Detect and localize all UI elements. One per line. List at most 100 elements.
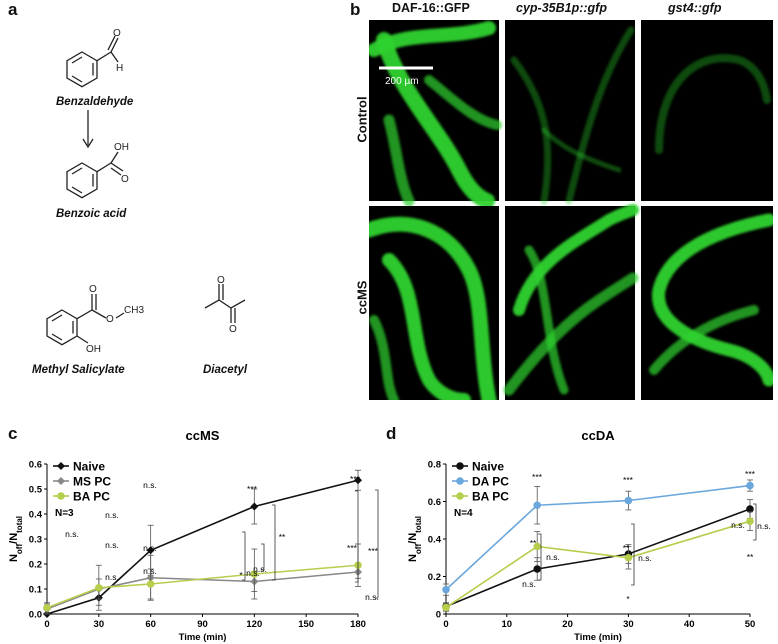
legend-marker xyxy=(57,477,65,485)
x-tick-label: 180 xyxy=(350,619,366,630)
data-point xyxy=(533,565,541,573)
series-ba-pc xyxy=(442,511,754,612)
series-line xyxy=(445,520,751,609)
atom-o-6: O xyxy=(229,324,237,335)
micrograph-ccms-gst4 xyxy=(641,206,773,400)
atom-oh-2: OH xyxy=(86,344,101,355)
x-axis-label: Time (min) xyxy=(574,632,622,643)
benzoic-acid-label: Benzoic acid xyxy=(56,208,127,220)
y-axis-label: Noff/Ntotal xyxy=(407,516,423,562)
benzaldehyde-structure xyxy=(66,35,119,88)
data-point xyxy=(250,502,259,511)
legend-label: Naive xyxy=(472,460,504,474)
series-line xyxy=(46,564,359,609)
micrograph-control-daf16 xyxy=(369,20,502,209)
series-ms-pc xyxy=(43,554,362,615)
data-point xyxy=(746,517,754,525)
significance-label: * xyxy=(239,570,243,580)
atom-o-1: O xyxy=(113,28,121,39)
significance-bracket xyxy=(242,531,246,581)
benzaldehyde-label: Benzaldehyde xyxy=(56,96,134,108)
micrograph-control-gst4 xyxy=(641,20,773,201)
atom-h: H xyxy=(116,63,123,74)
y-tick-label: 0.8 xyxy=(428,460,441,471)
series-line xyxy=(445,508,751,608)
x-tick-label: 30 xyxy=(623,619,634,630)
x-tick-label: 0 xyxy=(44,619,49,630)
panel-label-a: a xyxy=(8,0,18,19)
significance-bracket xyxy=(753,503,757,541)
scale-bar-label: 200 µm xyxy=(385,76,419,87)
significance-label: n.s. xyxy=(522,579,536,589)
y-tick-label: 0.5 xyxy=(29,485,43,496)
data-point xyxy=(624,553,633,562)
methyl-salicylate-structure xyxy=(46,294,125,346)
significance-label: n.s. xyxy=(65,529,79,539)
significance-label: *** xyxy=(623,475,634,485)
y-tick-label: 0.2 xyxy=(428,572,441,583)
x-tick-label: 20 xyxy=(562,619,573,630)
micrograph-control-cyp35b1p xyxy=(505,20,635,205)
y-tick-label: 0.1 xyxy=(29,585,43,596)
y-tick-label: 0.0 xyxy=(29,610,42,621)
data-point xyxy=(533,501,541,510)
legend-marker xyxy=(57,462,65,470)
significance-label: n.s. xyxy=(143,480,157,490)
micrograph-ccms-cyp35b1p xyxy=(503,204,639,400)
benzoic-acid-structure xyxy=(66,151,124,199)
row-label-ccms: ccMS xyxy=(354,280,370,315)
y-tick-label: 0.3 xyxy=(29,535,42,546)
legend-label: BA PC xyxy=(472,490,509,504)
legend-label: DA PC xyxy=(472,475,509,489)
n-annotation: N=4 xyxy=(454,508,473,519)
significance-label: n.s. xyxy=(143,543,157,553)
micrograph-ccms-daf16 xyxy=(369,206,499,400)
significance-label: n.s. xyxy=(757,521,771,531)
significance-label: n.s. xyxy=(546,552,560,562)
x-tick-label: 30 xyxy=(94,619,105,630)
data-point xyxy=(95,583,103,592)
data-point xyxy=(354,476,362,485)
significance-bracket xyxy=(631,523,635,586)
x-axis-label: Time (min) xyxy=(179,632,227,643)
legend-label: Naive xyxy=(73,460,105,474)
x-tick-label: 50 xyxy=(745,619,756,630)
chart-title: ccMS xyxy=(186,428,220,443)
microscopy-grid: 200 µm xyxy=(369,20,773,400)
significance-label: *** xyxy=(368,546,379,556)
significance-label: n.s. xyxy=(105,540,119,550)
significance-label: n.s. xyxy=(105,510,119,520)
data-point xyxy=(746,505,754,513)
significance-label: * xyxy=(626,594,630,604)
series-line xyxy=(445,484,751,591)
x-tick-label: 150 xyxy=(298,619,314,630)
x-tick-label: 40 xyxy=(684,619,695,630)
column-header-gst4: gst4::gfp xyxy=(668,1,722,15)
atom-o-5: O xyxy=(217,275,225,286)
significance-label: *** xyxy=(350,474,361,484)
data-point xyxy=(442,585,450,594)
significance-bracket xyxy=(375,489,379,599)
y-tick-label: 0.6 xyxy=(428,497,441,508)
significance-label: n.s. xyxy=(638,553,652,563)
atom-oh-1: OH xyxy=(114,142,129,153)
significance-bracket xyxy=(272,504,276,581)
significance-label: n.s. xyxy=(143,566,157,576)
y-tick-label: 0.4 xyxy=(428,535,442,546)
legend-marker xyxy=(456,492,464,500)
significance-label: n.s. xyxy=(365,592,379,602)
legend-marker xyxy=(456,477,464,485)
legend-marker xyxy=(456,462,464,470)
significance-bracket xyxy=(355,490,359,583)
y-tick-label: 0.4 xyxy=(29,510,43,521)
legend-marker xyxy=(57,492,65,500)
data-point xyxy=(250,570,259,578)
x-tick-label: 90 xyxy=(197,619,208,630)
significance-bracket xyxy=(538,533,542,581)
y-tick-label: 0.6 xyxy=(29,460,42,471)
y-tick-label: 0.2 xyxy=(29,560,42,571)
atom-o-3: O xyxy=(89,284,97,295)
panel-label-b: b xyxy=(350,0,361,19)
atom-o-2: O xyxy=(121,174,129,185)
chart-ccms: 0.0 0.1 0.2 0.3 0.4 0.5 0.6 0 30 60 90 120 150 180 ccM… xyxy=(8,428,379,643)
